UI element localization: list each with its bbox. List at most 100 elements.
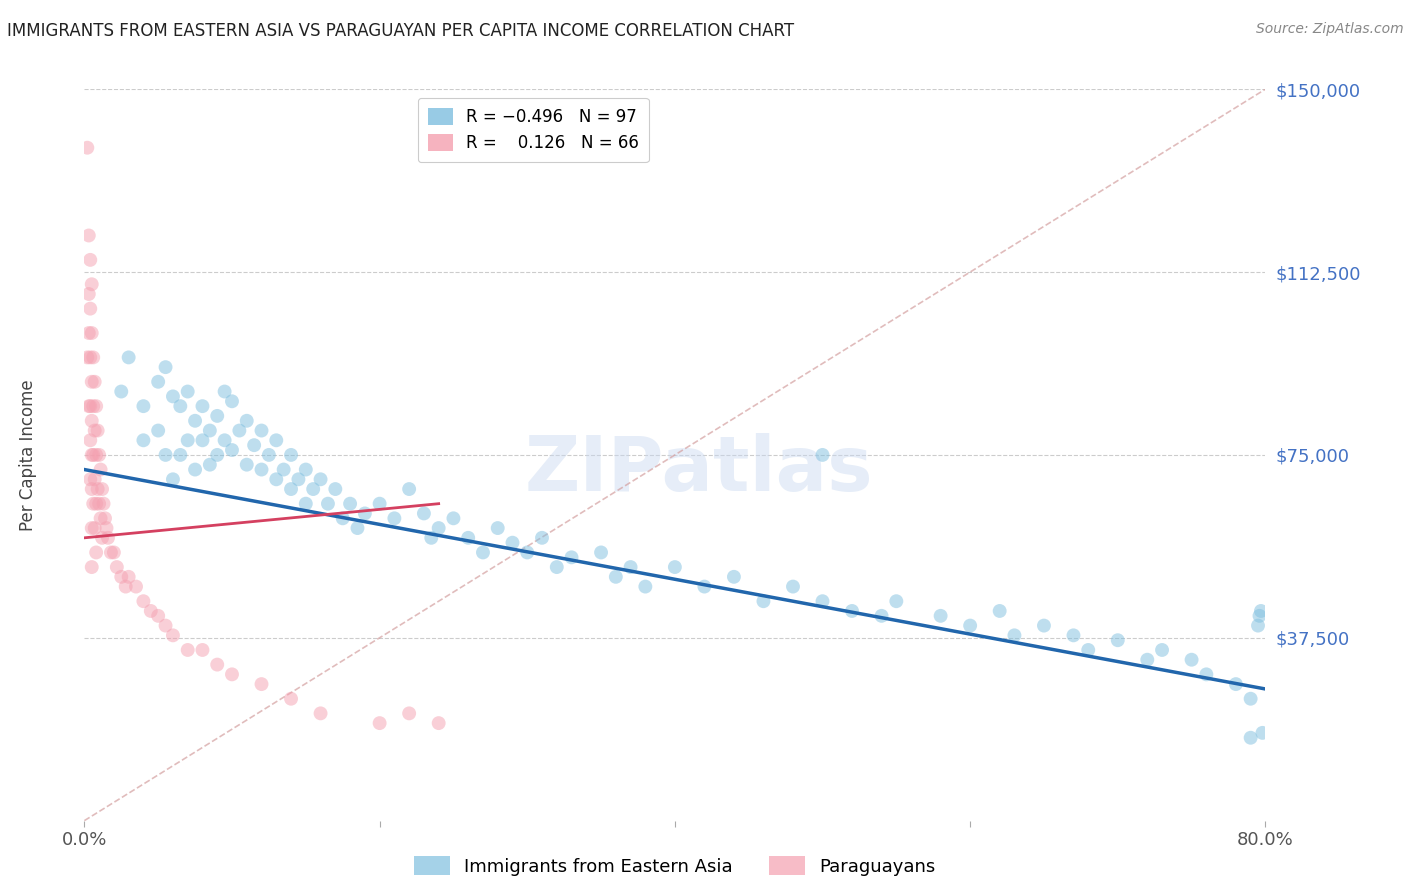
- Point: [139, 604, 162, 618]
- Point: [84, 497, 107, 511]
- Point: [302, 482, 325, 496]
- Point: [83, 375, 105, 389]
- Point: [420, 531, 443, 545]
- Point: [1136, 653, 1159, 667]
- Point: [309, 472, 332, 486]
- Point: [79, 351, 101, 365]
- Point: [368, 497, 391, 511]
- Point: [427, 521, 450, 535]
- Point: [155, 448, 177, 462]
- Point: [1240, 731, 1263, 745]
- Point: [86, 482, 108, 496]
- Point: [191, 399, 214, 413]
- Point: [84, 545, 107, 559]
- Point: [236, 458, 259, 472]
- Point: [114, 580, 136, 594]
- Point: [1063, 628, 1085, 642]
- Point: [155, 618, 177, 632]
- Point: [76, 351, 98, 365]
- Point: [162, 628, 184, 642]
- Point: [332, 511, 354, 525]
- Point: [221, 667, 243, 681]
- Point: [100, 545, 122, 559]
- Point: [205, 448, 228, 462]
- Point: [80, 482, 103, 496]
- Point: [441, 511, 464, 525]
- Point: [93, 497, 115, 511]
- Point: [243, 438, 266, 452]
- Point: [80, 375, 103, 389]
- Point: [250, 424, 273, 438]
- Point: [398, 482, 420, 496]
- Point: [236, 414, 259, 428]
- Point: [110, 570, 132, 584]
- Point: [205, 409, 228, 423]
- Point: [280, 691, 302, 706]
- Point: [177, 434, 200, 448]
- Point: [959, 618, 981, 632]
- Point: [250, 462, 273, 476]
- Point: [125, 580, 148, 594]
- Point: [264, 472, 288, 486]
- Point: [132, 399, 155, 413]
- Point: [560, 550, 583, 565]
- Point: [80, 560, 103, 574]
- Point: [148, 608, 170, 623]
- Text: Per Capita Income: Per Capita Income: [18, 379, 37, 531]
- Point: [228, 424, 250, 438]
- Point: [80, 448, 103, 462]
- Point: [79, 252, 101, 267]
- Point: [664, 560, 686, 574]
- Point: [97, 531, 120, 545]
- Point: [89, 448, 111, 462]
- Point: [118, 570, 141, 584]
- Point: [339, 497, 361, 511]
- Point: [82, 399, 104, 413]
- Point: [103, 545, 125, 559]
- Point: [619, 560, 641, 574]
- Point: [264, 434, 288, 448]
- Point: [1077, 643, 1099, 657]
- Point: [346, 521, 368, 535]
- Point: [191, 434, 214, 448]
- Legend: Immigrants from Eastern Asia, Paraguayans: Immigrants from Eastern Asia, Paraguayan…: [406, 849, 943, 883]
- Point: [280, 448, 302, 462]
- Point: [323, 482, 347, 496]
- Point: [1251, 726, 1274, 740]
- Point: [162, 472, 184, 486]
- Point: [1250, 604, 1272, 618]
- Point: [91, 531, 114, 545]
- Point: [530, 531, 553, 545]
- Point: [273, 462, 295, 476]
- Point: [82, 448, 104, 462]
- Point: [782, 580, 804, 594]
- Point: [110, 384, 132, 399]
- Point: [1240, 691, 1263, 706]
- Point: [250, 677, 273, 691]
- Point: [295, 462, 318, 476]
- Point: [155, 360, 177, 375]
- Text: ZIPatlas: ZIPatlas: [524, 433, 873, 507]
- Point: [82, 351, 104, 365]
- Point: [80, 326, 103, 340]
- Point: [457, 531, 479, 545]
- Point: [988, 604, 1011, 618]
- Point: [221, 443, 243, 458]
- Point: [79, 301, 101, 316]
- Point: [118, 351, 141, 365]
- Point: [198, 458, 221, 472]
- Point: [1247, 618, 1270, 632]
- Point: [79, 472, 101, 486]
- Point: [162, 389, 184, 403]
- Point: [752, 594, 775, 608]
- Point: [605, 570, 627, 584]
- Point: [79, 434, 101, 448]
- Point: [1181, 653, 1204, 667]
- Point: [94, 511, 117, 525]
- Point: [280, 482, 302, 496]
- Point: [295, 497, 318, 511]
- Point: [591, 545, 613, 559]
- Point: [413, 507, 436, 521]
- Point: [811, 594, 834, 608]
- Point: [169, 399, 191, 413]
